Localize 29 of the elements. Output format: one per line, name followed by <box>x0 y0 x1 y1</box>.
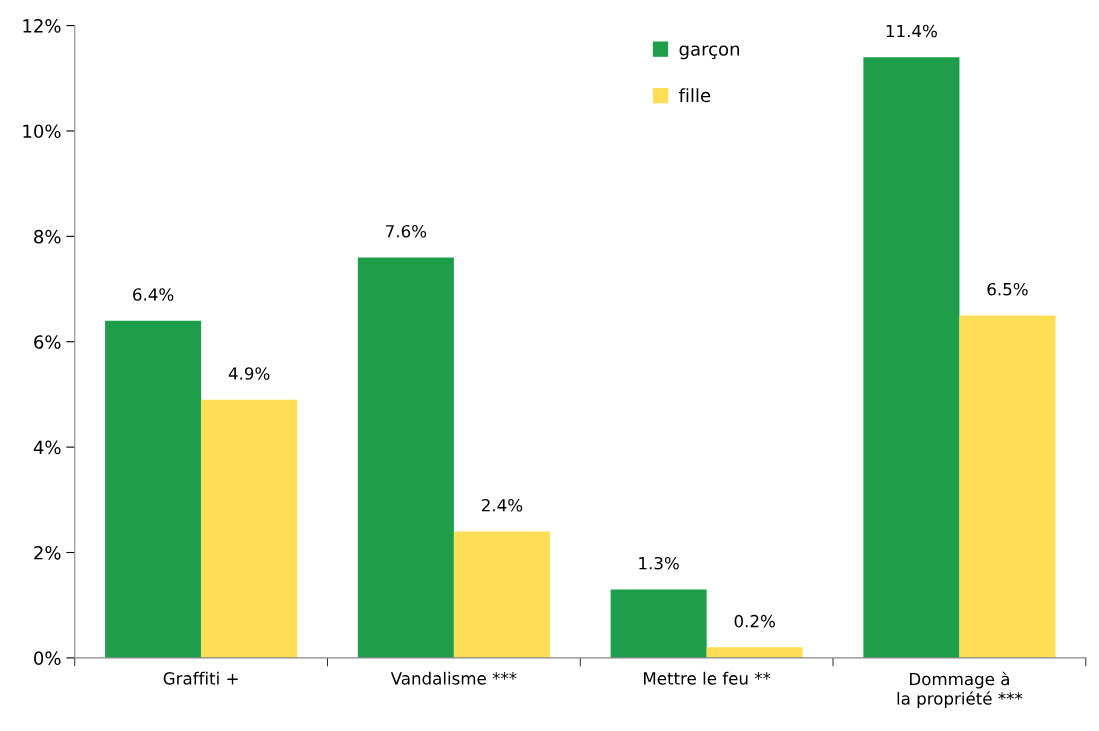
bar <box>105 320 202 658</box>
legend-label: fille <box>678 88 711 103</box>
x-tick-label: Vandalisme *** <box>390 671 517 685</box>
bar <box>863 57 960 658</box>
data-label: 0.2% <box>734 614 775 628</box>
y-tick-label: 12% <box>23 19 61 33</box>
data-label: 11.4% <box>886 24 937 38</box>
data-label: 2.4% <box>481 498 523 512</box>
y-tick-label: 2% <box>34 545 61 560</box>
x-tick-label: Graffiti + <box>163 671 238 685</box>
bar <box>706 647 803 658</box>
y-tick-label: 0% <box>34 651 61 666</box>
y-tick-label: 8% <box>34 229 61 244</box>
x-tick-label: Mettre le feu ** <box>644 671 771 685</box>
y-tick-label: 6% <box>34 335 61 349</box>
data-label: 4.9% <box>228 367 270 380</box>
y-tick-label: 10% <box>23 124 61 139</box>
data-label: 6.5% <box>987 282 1028 296</box>
legend-label: garçon <box>679 45 739 60</box>
y-tick-label: 4% <box>33 440 61 455</box>
x-tick-label: Dommage à la propriété *** <box>897 671 1023 709</box>
data-label: 6.4% <box>133 288 174 301</box>
data-label: 1.3% <box>639 556 679 570</box>
bar <box>357 257 454 658</box>
data-label: 7.6% <box>386 224 427 238</box>
bar <box>959 315 1056 658</box>
bar <box>453 531 550 658</box>
bar <box>610 589 707 658</box>
bar <box>201 399 298 658</box>
